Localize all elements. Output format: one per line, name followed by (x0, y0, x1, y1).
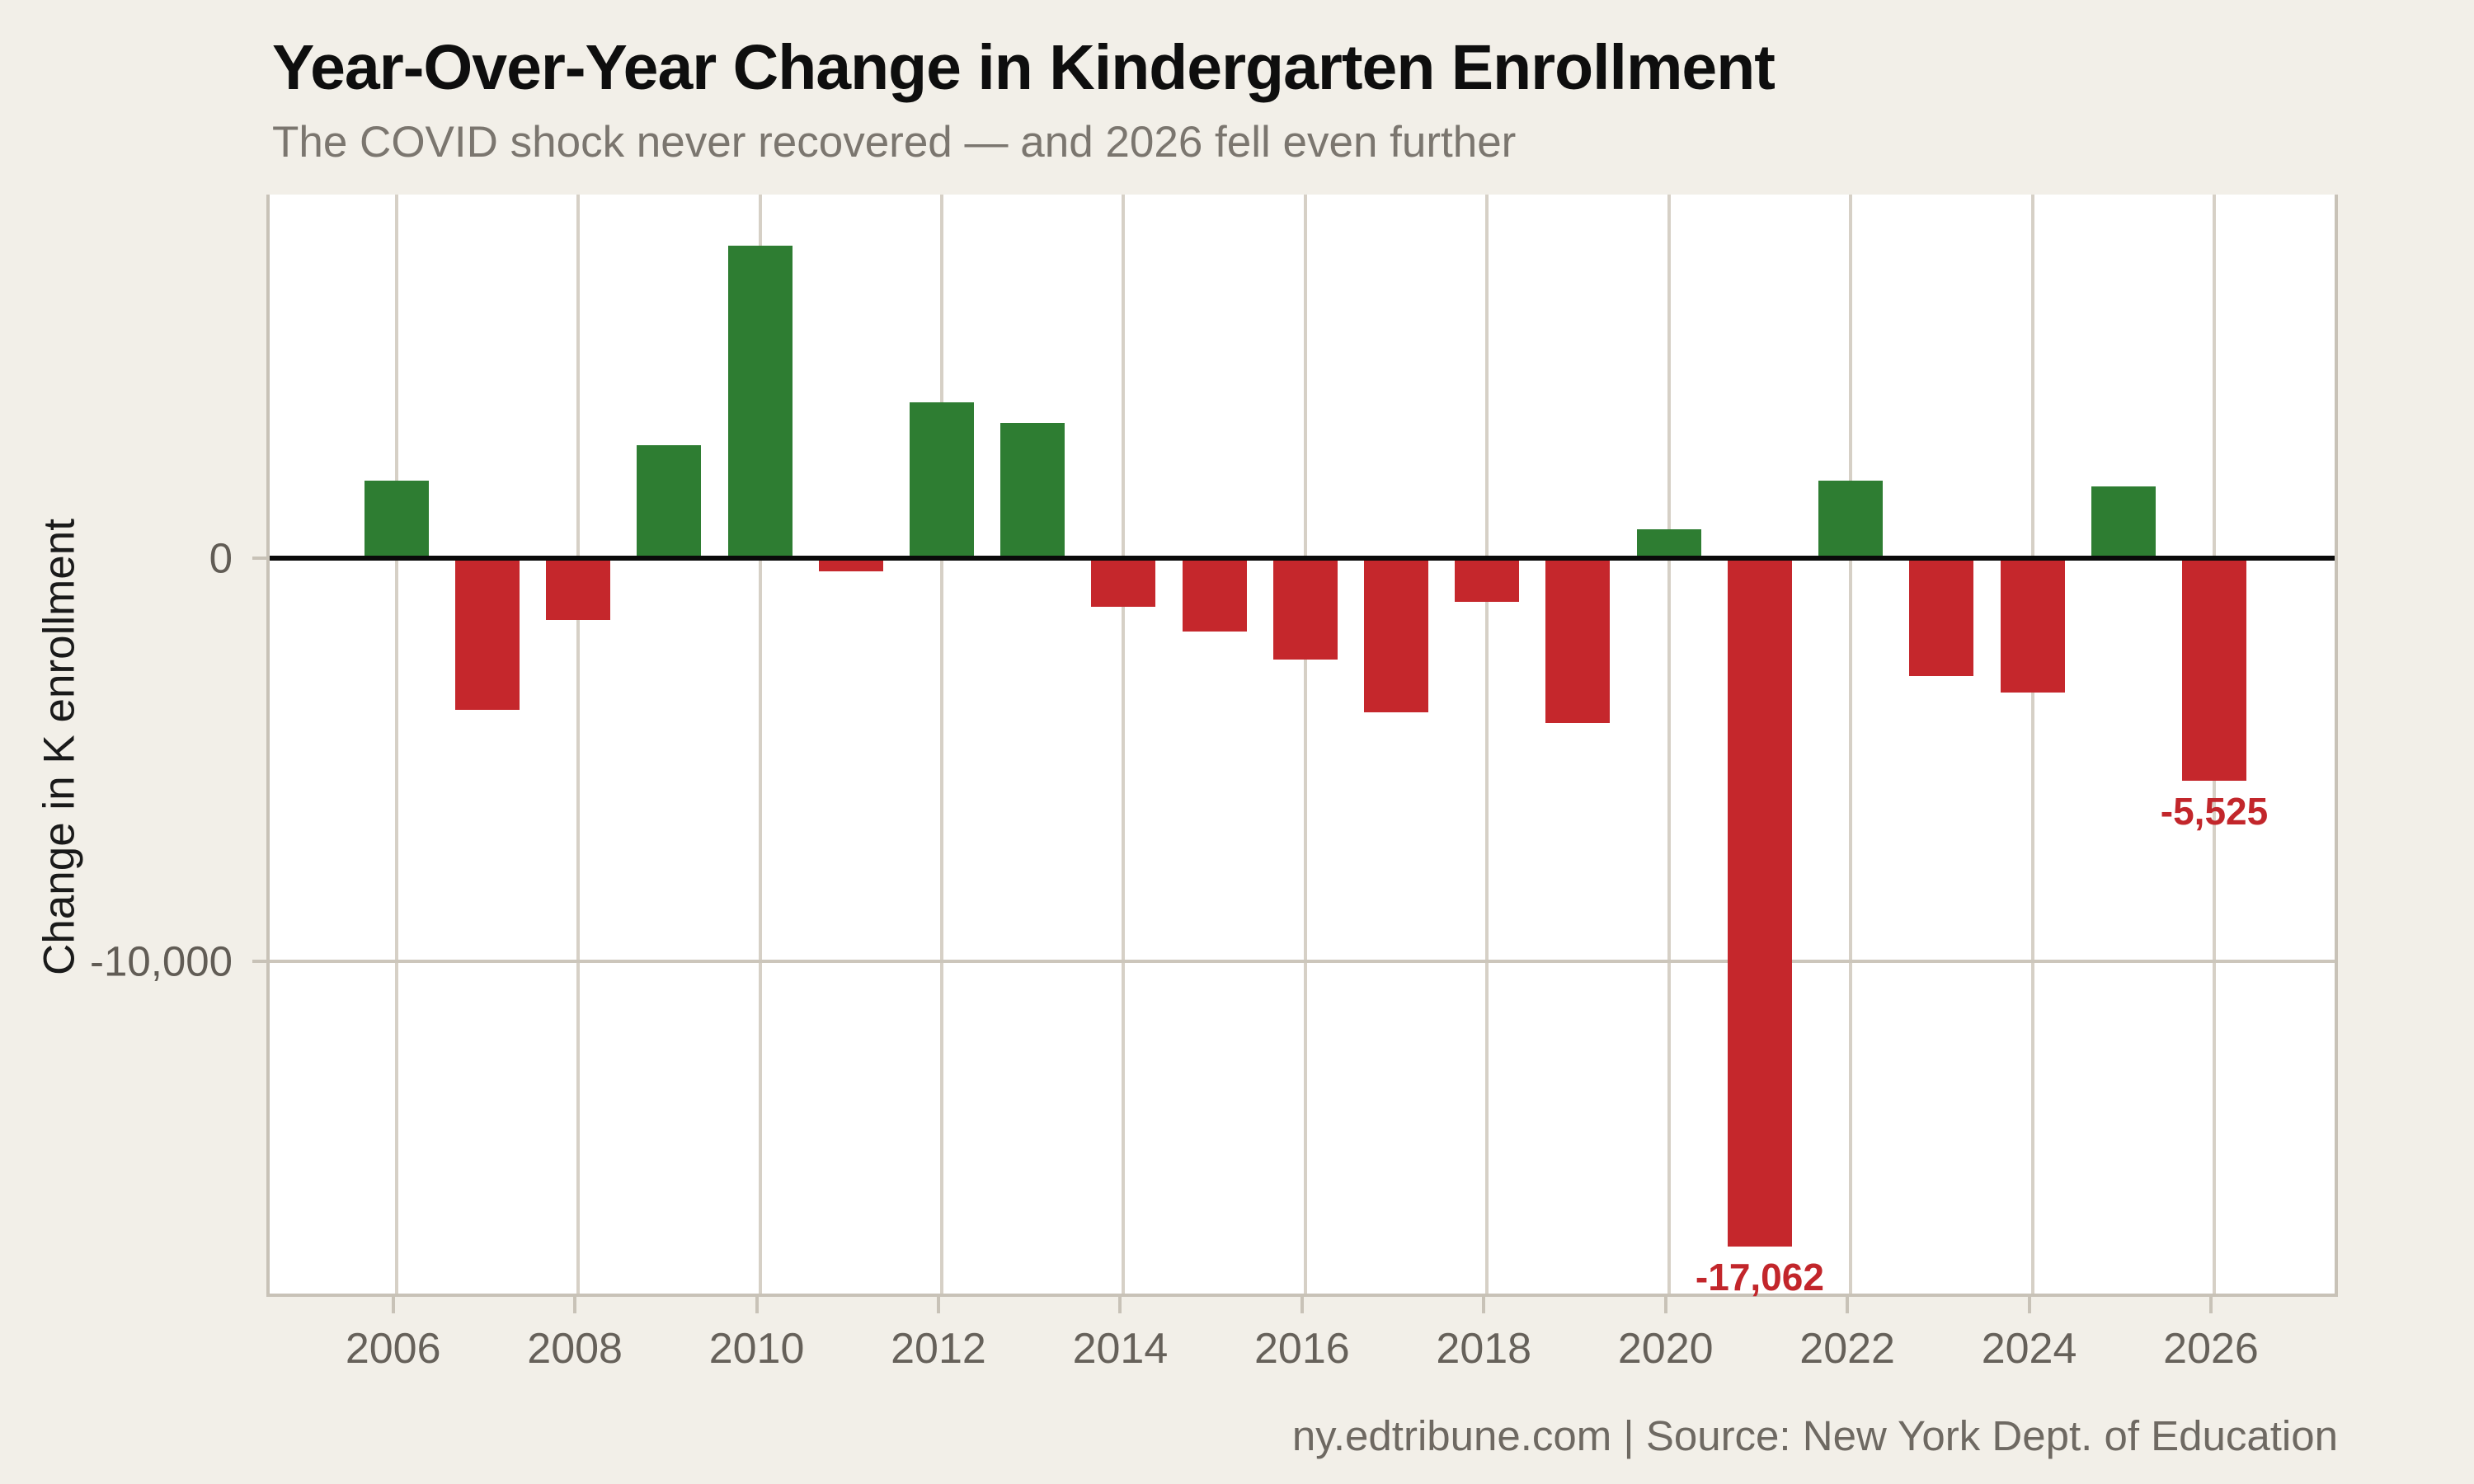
bar-2014 (1091, 557, 1156, 608)
x-tick-label-2008: 2008 (527, 1325, 623, 1373)
bar-2015 (1182, 557, 1247, 632)
y-tick--10,000 (252, 960, 266, 963)
x-tick-2010 (755, 1297, 759, 1313)
bar-2018 (1455, 557, 1520, 602)
bar-2011 (818, 557, 883, 572)
bar-2013 (1000, 423, 1065, 558)
x-tick-2018 (1482, 1297, 1486, 1313)
gridline-2012 (939, 195, 943, 1294)
x-tick-label-2018: 2018 (1436, 1325, 1532, 1373)
gridline-2006 (394, 195, 398, 1294)
chart-subtitle: The COVID shock never recovered — and 20… (272, 118, 1517, 167)
gridline--10,000 (270, 960, 2335, 963)
x-tick-2022 (1846, 1297, 1850, 1313)
bar-2025 (2091, 486, 2156, 558)
gridline-2016 (1303, 195, 1307, 1294)
x-tick-2024 (2027, 1297, 2031, 1313)
bar-2024 (2000, 557, 2065, 693)
x-tick-2014 (1118, 1297, 1122, 1313)
bar-2006 (364, 481, 429, 558)
bar-2008 (546, 557, 611, 620)
gridline-2010 (758, 195, 762, 1294)
x-tick-label-2010: 2010 (708, 1325, 805, 1373)
x-tick-label-2016: 2016 (1254, 1325, 1350, 1373)
source-attribution: ny.edtribune.com | Source: New York Dept… (1291, 1412, 2338, 1459)
chart-title: Year-Over-Year Change in Kindergarten En… (272, 32, 1776, 103)
bar-2020 (1636, 529, 1701, 558)
x-tick-label-2012: 2012 (891, 1325, 986, 1373)
bar-2009 (637, 445, 702, 558)
y-tick-0 (252, 556, 266, 560)
x-tick-label-2026: 2026 (2163, 1325, 2259, 1373)
x-tick-label-2014: 2014 (1072, 1325, 1169, 1373)
bar-value-label-2021: -17,062 (1695, 1255, 1824, 1298)
x-tick-label-2020: 2020 (1617, 1325, 1714, 1373)
bar-2021 (1727, 557, 1792, 1247)
bar-2007 (454, 557, 520, 710)
bar-2022 (1818, 480, 1884, 558)
bar-2016 (1272, 557, 1338, 660)
x-tick-label-2022: 2022 (1799, 1325, 1895, 1373)
zero-baseline (270, 555, 2335, 561)
x-tick-2016 (1300, 1297, 1304, 1313)
y-tick-label--10,000: -10,000 (90, 937, 233, 985)
y-tick-label-0: 0 (209, 534, 233, 581)
x-tick-2008 (573, 1297, 577, 1313)
bar-2019 (1545, 557, 1611, 724)
x-tick-2020 (1663, 1297, 1667, 1313)
gridline-2024 (2030, 195, 2034, 1294)
bar-2017 (1364, 557, 1429, 712)
x-tick-2026 (2209, 1297, 2213, 1313)
bar-2023 (1909, 557, 1974, 676)
bar-2026 (2182, 557, 2246, 781)
plot-area: -17,062 -5,525 (266, 195, 2338, 1298)
bar-2012 (909, 402, 974, 558)
bar-2010 (727, 246, 793, 558)
bar-value-label-2026: -5,525 (2160, 789, 2269, 833)
gridline-2020 (1667, 195, 1671, 1294)
x-tick-2006 (391, 1297, 395, 1313)
gridline-2008 (576, 195, 581, 1294)
gridline-2022 (1849, 195, 1853, 1294)
y-axis-title: Change in K enrollment (35, 519, 84, 975)
x-tick-label-2024: 2024 (1981, 1325, 2077, 1373)
x-tick-2012 (936, 1297, 940, 1313)
gridline-2014 (1122, 195, 1126, 1294)
gridline-2018 (1485, 195, 1489, 1294)
x-tick-label-2006: 2006 (345, 1325, 441, 1373)
